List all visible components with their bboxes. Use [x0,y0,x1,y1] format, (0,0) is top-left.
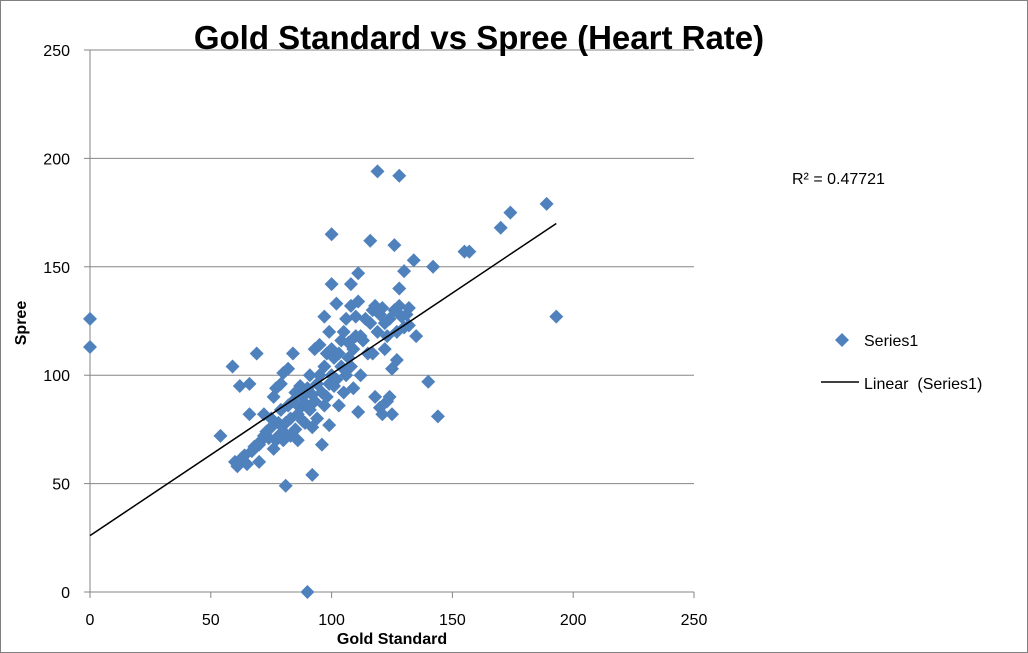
x-tick-label: 200 [560,612,587,629]
data-point [387,238,402,253]
legend-trendline-label: Linear (Series1) [864,376,982,393]
data-point [302,368,317,383]
legend-series1-label: Series1 [864,333,918,350]
data-point [310,411,325,426]
data-point [549,309,564,324]
x-tick-label: 100 [318,612,345,629]
data-point [336,324,351,339]
y-tick-label: 150 [43,260,70,277]
x-tick-label: 250 [681,612,708,629]
data-point [252,454,267,469]
data-point [392,168,407,183]
data-point [213,428,228,443]
data-point [363,233,378,248]
data-point [426,259,441,274]
data-point [539,196,554,211]
data-point [242,376,257,391]
data-point [83,340,97,355]
data-point [356,333,371,348]
data-point [331,398,346,413]
r-squared-label: R² = 0.47721 [792,171,885,188]
y-axis-title: Spree [13,301,30,346]
data-point [392,281,407,296]
x-axis-title: Gold Standard [337,631,447,648]
data-point [300,585,315,599]
data-point [351,266,366,281]
data-point [249,346,264,361]
data-point [290,433,305,448]
data-point [353,368,368,383]
data-point [322,418,337,433]
data-point [348,309,363,324]
data-point [421,374,436,389]
y-tick-label: 0 [61,585,70,602]
data-point [339,311,354,326]
trendline-layer [89,222,557,537]
data-point [392,298,407,313]
linear-trendline [89,222,557,537]
chart-title: Gold Standard vs Spree (Heart Rate) [194,19,764,56]
data-point [368,389,383,404]
data-point [409,329,424,344]
data-point [346,342,361,357]
y-tick-label: 250 [43,43,70,60]
data-point [278,478,293,493]
data-point [312,337,327,352]
data-point [319,389,334,404]
data-point [377,342,392,357]
x-tick-label: 0 [86,612,95,629]
data-point [462,244,477,259]
data-point [370,164,385,179]
data-point [363,316,378,331]
data-point [382,389,397,404]
data-point [351,405,366,420]
data-point [493,220,508,235]
axes: 0 50 100 150 200 250 0 50 100 150 200 250 [43,43,707,629]
data-point [397,264,412,279]
data-point [317,359,332,374]
data-point [273,376,288,391]
data-point [83,311,97,326]
data-point [288,422,303,437]
data-point [305,467,320,482]
data-point [346,381,361,396]
data-point [375,300,390,315]
data-point [351,294,366,309]
legend-series1-marker [835,333,849,347]
data-point [322,324,337,339]
data-point [365,346,380,361]
data-point [232,379,247,394]
data-point [389,353,404,368]
legend: Series1 Linear (Series1) [821,333,982,393]
data-point [225,359,240,374]
data-point [324,227,339,242]
x-tick-label: 50 [202,612,220,629]
data-point [281,361,296,376]
data-point [401,300,416,315]
data-point [242,407,257,422]
data-point [430,409,445,424]
data-point [285,346,300,361]
data-point [329,296,344,311]
data-points [83,164,564,599]
x-tick-label: 150 [439,612,466,629]
data-point [401,318,416,333]
data-point [240,457,255,472]
y-tick-label: 100 [43,368,70,385]
data-point [324,277,339,292]
y-tick-label: 200 [43,151,70,168]
data-point [314,437,329,452]
data-point [503,205,518,220]
data-point [317,309,332,324]
data-point [343,277,358,292]
gridlines [90,49,694,485]
y-tick-label: 50 [52,477,70,494]
data-point [385,407,399,422]
data-point [375,407,390,422]
data-point [406,253,421,268]
